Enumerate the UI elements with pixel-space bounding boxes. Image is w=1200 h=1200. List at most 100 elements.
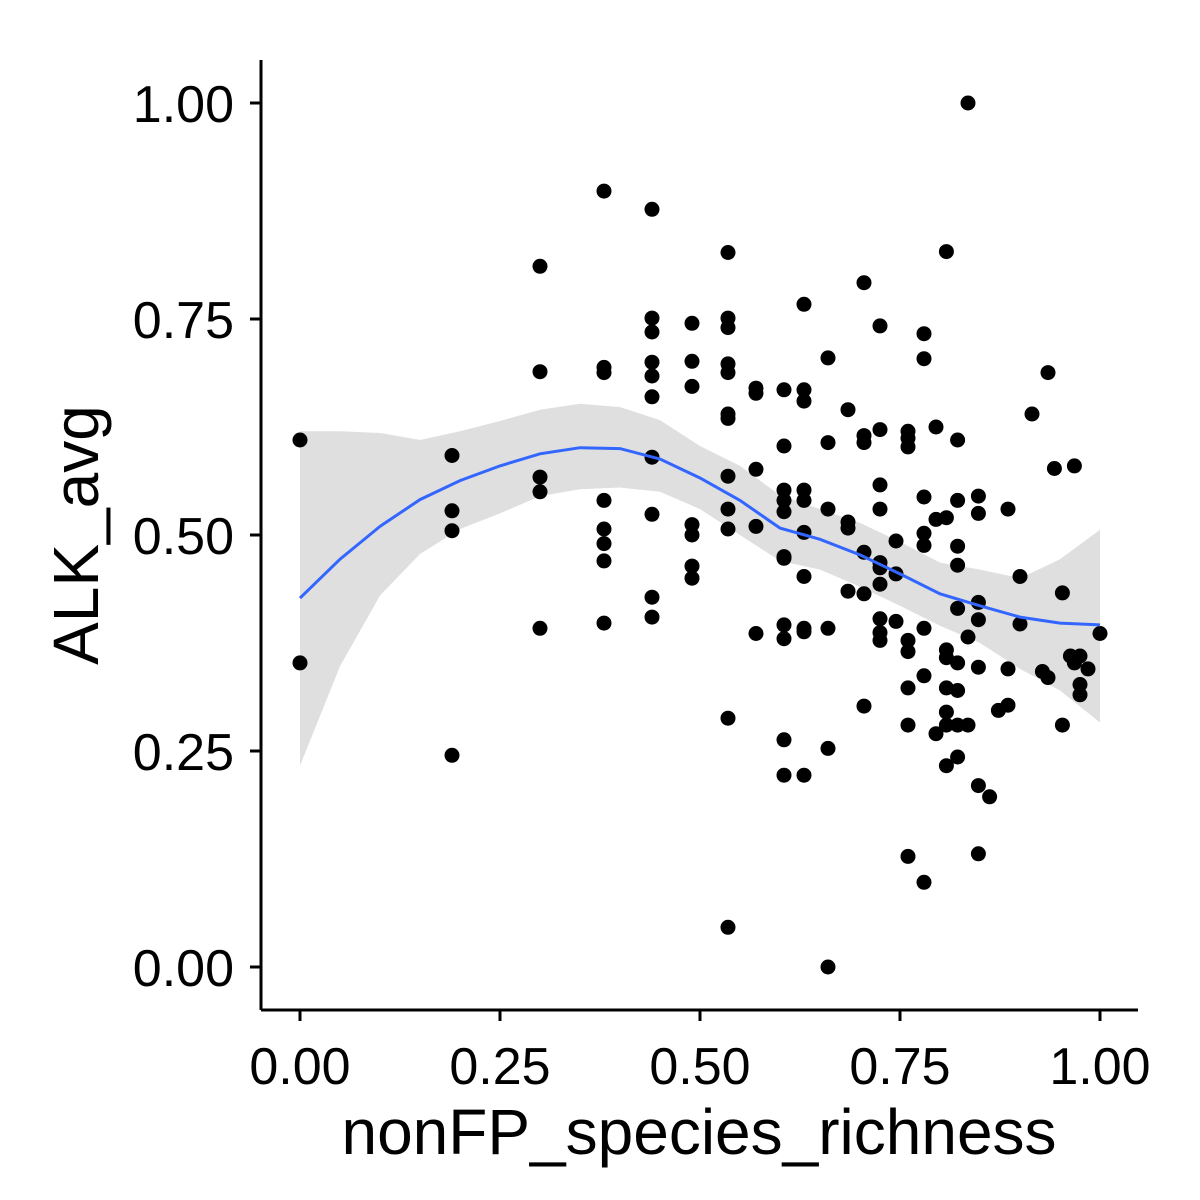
data-point — [644, 354, 660, 370]
data-point — [950, 749, 966, 765]
data-point — [684, 558, 700, 574]
y-tick-label: 0.25 — [133, 724, 234, 782]
y-ticks: 0.00 0.25 0.50 0.75 1.00 — [133, 76, 261, 998]
data-point — [1000, 501, 1016, 517]
data-point — [916, 874, 932, 890]
data-point — [292, 655, 308, 671]
data-point — [720, 919, 736, 935]
data-point — [796, 393, 812, 409]
data-point — [776, 617, 792, 633]
data-point — [720, 468, 736, 484]
data-point — [748, 385, 764, 401]
data-point — [820, 959, 836, 975]
data-point — [950, 432, 966, 448]
data-point — [776, 482, 792, 498]
data-point — [840, 402, 856, 418]
data-point — [820, 620, 836, 636]
data-point — [684, 517, 700, 533]
data-point — [444, 448, 460, 463]
data-point — [596, 183, 612, 199]
data-point — [532, 469, 548, 485]
data-point — [292, 432, 308, 448]
data-point — [938, 650, 954, 666]
data-point — [950, 492, 966, 508]
data-point — [720, 710, 736, 726]
data-point — [916, 620, 932, 636]
data-point — [532, 364, 548, 380]
data-point — [532, 620, 548, 636]
data-point — [872, 422, 888, 438]
data-point — [776, 382, 792, 398]
data-point — [644, 324, 660, 340]
data-point — [950, 655, 966, 671]
data-point — [916, 525, 932, 541]
data-point — [748, 626, 764, 641]
data-point — [928, 419, 944, 435]
data-point — [950, 717, 966, 733]
data-point — [970, 505, 986, 521]
x-tick-label: 0.00 — [249, 1038, 350, 1096]
data-point — [820, 740, 836, 756]
data-point — [970, 846, 986, 862]
data-point — [684, 315, 700, 331]
data-point — [776, 631, 792, 647]
data-point — [916, 351, 932, 367]
data-point — [950, 557, 966, 573]
data-point — [720, 245, 736, 260]
x-axis-title: nonFP_species_richness — [341, 1096, 1056, 1168]
data-point — [796, 482, 812, 498]
data-point — [720, 501, 736, 517]
data-point — [796, 492, 812, 508]
data-point — [970, 612, 986, 628]
data-point — [820, 435, 836, 451]
data-point — [970, 659, 986, 675]
data-point — [950, 538, 966, 554]
data-point — [872, 318, 888, 334]
data-point — [938, 717, 954, 733]
data-point — [872, 576, 888, 592]
data-point — [596, 521, 612, 537]
data-point — [444, 747, 460, 763]
y-tick-label: 0.00 — [133, 940, 234, 998]
confidence-band — [300, 403, 1100, 766]
x-tick-label: 0.50 — [649, 1038, 750, 1096]
data-point — [970, 778, 986, 794]
data-point — [644, 368, 660, 384]
data-point — [900, 632, 916, 648]
data-point — [872, 501, 888, 517]
data-point — [796, 569, 812, 584]
points-layer — [292, 95, 1108, 975]
data-point — [596, 615, 612, 631]
data-point — [1080, 661, 1096, 677]
data-point — [720, 365, 736, 381]
data-point — [596, 553, 612, 569]
data-point — [748, 518, 764, 534]
data-point — [1092, 626, 1108, 641]
data-point — [916, 668, 932, 684]
x-tick-label: 1.00 — [1049, 1038, 1150, 1096]
data-point — [950, 600, 966, 616]
data-point — [900, 644, 916, 660]
data-point — [872, 611, 888, 627]
data-point — [644, 589, 660, 605]
data-point — [970, 488, 986, 504]
data-point — [820, 501, 836, 517]
data-point — [444, 503, 460, 519]
data-point — [532, 484, 548, 500]
data-point — [532, 258, 548, 274]
data-point — [960, 629, 976, 645]
data-point — [938, 758, 954, 774]
data-point — [776, 492, 792, 508]
data-point — [900, 848, 916, 864]
data-point — [1046, 461, 1062, 476]
x-ticks: 0.00 0.25 0.50 0.75 1.00 — [249, 1010, 1151, 1096]
data-point — [444, 523, 460, 539]
data-point — [1054, 717, 1070, 733]
data-point — [776, 732, 792, 748]
data-point — [684, 570, 700, 586]
data-point — [684, 378, 700, 394]
data-point — [900, 439, 916, 455]
y-tick-label: 0.50 — [133, 508, 234, 566]
data-point — [938, 704, 954, 720]
